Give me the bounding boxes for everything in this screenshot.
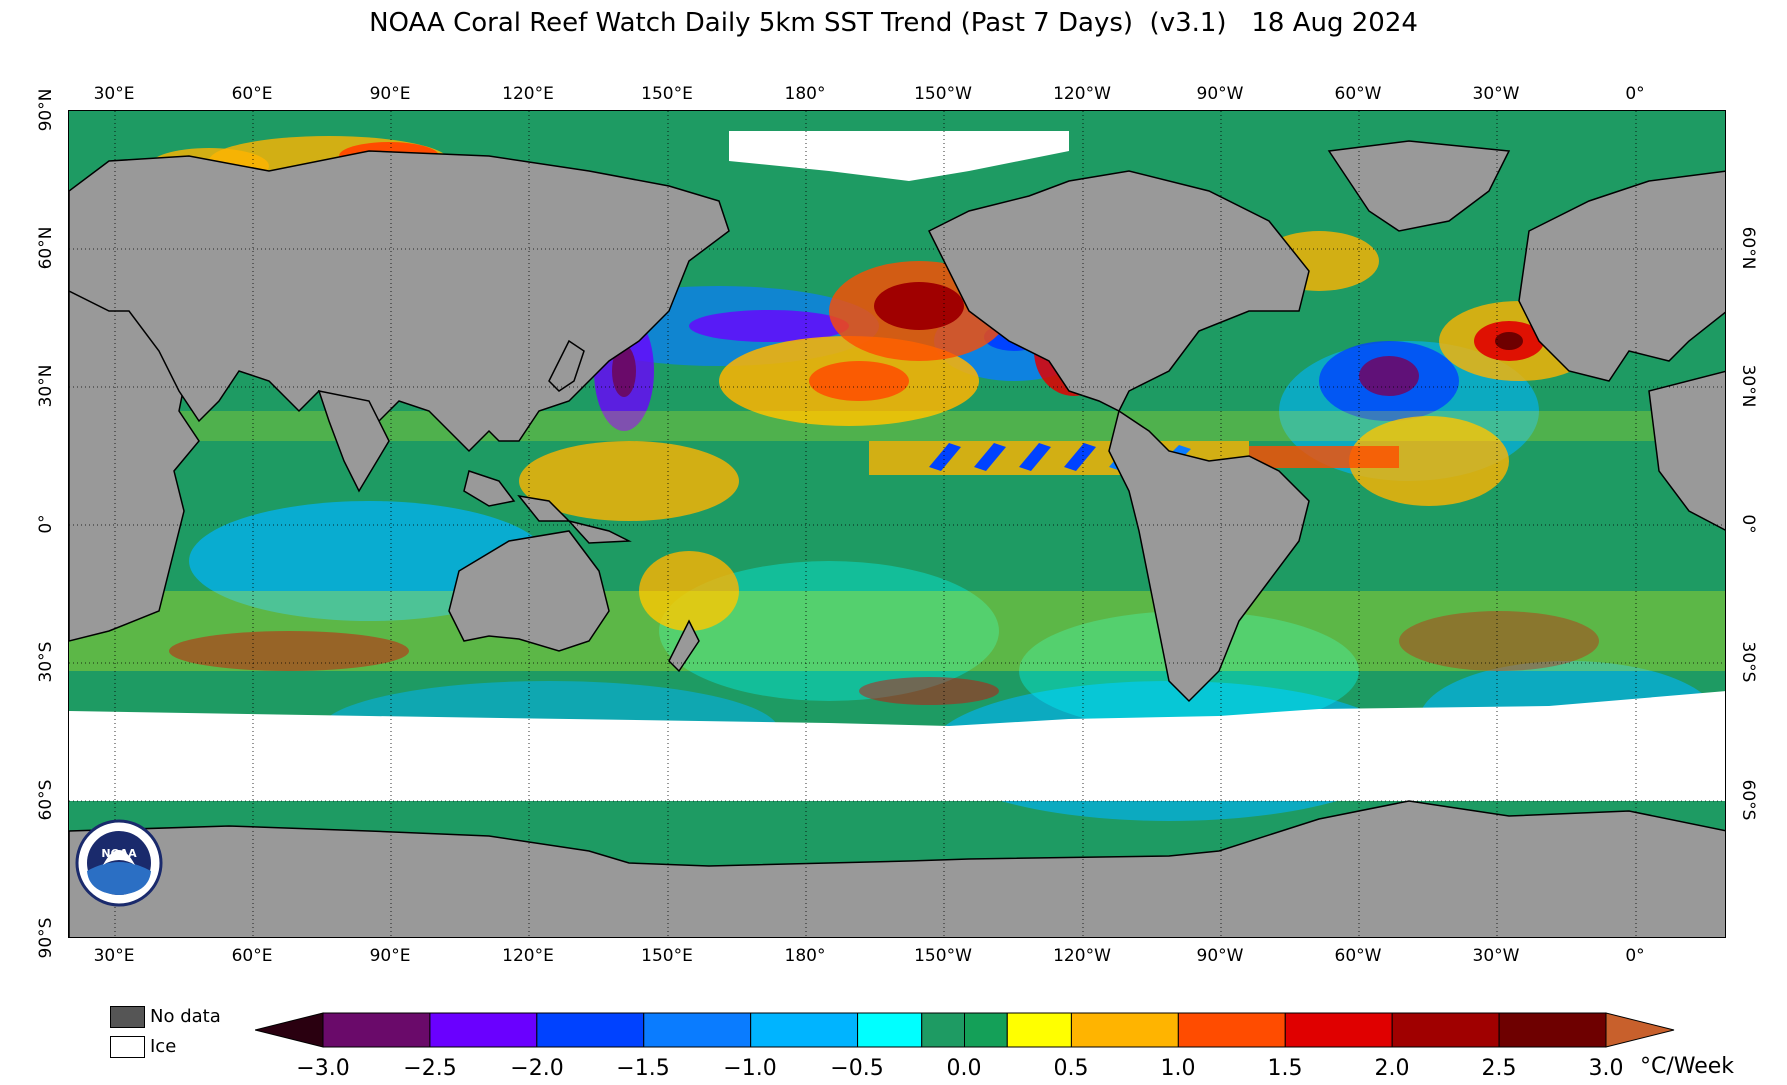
lat-label: 0° bbox=[36, 514, 56, 534]
noaa-logo-text: NOAA bbox=[101, 847, 137, 860]
colorbar-low-extension bbox=[255, 1012, 324, 1048]
lon-label: 60°W bbox=[1334, 84, 1382, 104]
land-masses bbox=[69, 140, 1725, 937]
colorbar-bin bbox=[857, 1012, 923, 1048]
ice-label: Ice bbox=[150, 1036, 177, 1057]
colorbar-bin bbox=[1006, 1012, 1072, 1048]
colorbar-tick-label: −3.0 bbox=[296, 1056, 350, 1081]
colorbar-bin bbox=[964, 1012, 1008, 1048]
colorbar-bin bbox=[1391, 1012, 1500, 1048]
sst-trend-map: NOAA bbox=[68, 110, 1726, 938]
lon-label: 150°E bbox=[641, 84, 693, 104]
colorbar-tick-label: 0.0 bbox=[946, 1056, 982, 1081]
colorbar-tick-label: −1.5 bbox=[616, 1056, 670, 1081]
lat-label: 90°S bbox=[36, 917, 56, 959]
lon-label: 180° bbox=[784, 946, 826, 966]
antarctic-ice bbox=[69, 691, 1725, 801]
colorbar-bin bbox=[921, 1012, 966, 1048]
colorbar-tick-label: 1.0 bbox=[1160, 1056, 1196, 1081]
no-data-label: No data bbox=[150, 1006, 221, 1027]
colorbar-bin bbox=[1498, 1012, 1607, 1048]
lat-label: 30°N bbox=[36, 364, 56, 408]
lon-label: 120°W bbox=[1053, 84, 1111, 104]
colorbar-tick-label: 2.0 bbox=[1374, 1056, 1410, 1081]
colorbar-bin bbox=[750, 1012, 859, 1048]
colorbar-bin bbox=[643, 1012, 752, 1048]
lon-label: 30°E bbox=[93, 84, 135, 104]
lat-label: 90°N bbox=[36, 88, 56, 132]
lon-label: 30°E bbox=[93, 946, 135, 966]
lon-label: 90°E bbox=[369, 84, 411, 104]
lon-label: 120°E bbox=[502, 84, 554, 104]
lon-label: 120°E bbox=[502, 946, 554, 966]
lon-label: 180° bbox=[784, 84, 826, 104]
map-canvas: NOAA bbox=[69, 111, 1725, 937]
lat-label: 30°S bbox=[36, 641, 56, 683]
colorbar-units: °C/Week bbox=[1640, 1054, 1735, 1079]
colorbar-bin bbox=[322, 1012, 431, 1048]
colorbar-bin bbox=[1284, 1012, 1393, 1048]
lon-label: 150°W bbox=[914, 84, 972, 104]
lon-label: 60°E bbox=[231, 946, 273, 966]
map-title: NOAA Coral Reef Watch Daily 5km SST Tren… bbox=[369, 8, 1418, 38]
noaa-logo: NOAA bbox=[75, 819, 163, 907]
colorbar-tick-label: 0.5 bbox=[1053, 1056, 1089, 1081]
colorbar-tick-label: −1.0 bbox=[723, 1056, 777, 1081]
lon-label: 90°E bbox=[369, 946, 411, 966]
ice-swatch bbox=[110, 1036, 145, 1058]
colorbar-tick-label: −0.5 bbox=[830, 1056, 884, 1081]
lon-label: 60°W bbox=[1334, 946, 1382, 966]
lon-label: 60°E bbox=[231, 84, 273, 104]
colorbar-bin bbox=[536, 1012, 645, 1048]
no-data-swatch bbox=[110, 1006, 145, 1028]
lon-label: 120°W bbox=[1053, 946, 1111, 966]
lat-label: 60°N bbox=[1738, 226, 1758, 270]
graticule bbox=[69, 111, 1725, 937]
lon-label: 150°E bbox=[641, 946, 693, 966]
colorbar bbox=[255, 1012, 1675, 1048]
arctic-ice bbox=[729, 131, 1069, 181]
lon-label: 0° bbox=[1625, 84, 1645, 104]
lon-label: 150°W bbox=[914, 946, 972, 966]
lon-label: 0° bbox=[1625, 946, 1645, 966]
colorbar-bin bbox=[1070, 1012, 1179, 1048]
colorbar-tick-label: 3.0 bbox=[1588, 1056, 1624, 1081]
colorbar-bin bbox=[429, 1012, 538, 1048]
lat-label: 30°S bbox=[1738, 641, 1758, 683]
lon-label: 90°W bbox=[1196, 946, 1244, 966]
colorbar-tick-label: −2.0 bbox=[510, 1056, 564, 1081]
colorbar-bin bbox=[1177, 1012, 1286, 1048]
colorbar-tick-label: −2.5 bbox=[403, 1056, 457, 1081]
lon-label: 90°W bbox=[1196, 84, 1244, 104]
lat-label: 30°N bbox=[1738, 364, 1758, 408]
colorbar-tick-label: 1.5 bbox=[1267, 1056, 1303, 1081]
colorbar-tick-label: 2.5 bbox=[1481, 1056, 1517, 1081]
lat-label: 60°S bbox=[36, 779, 56, 821]
lon-label: 30°W bbox=[1472, 84, 1520, 104]
lon-label: 30°W bbox=[1472, 946, 1520, 966]
colorbar-high-extension bbox=[1605, 1012, 1675, 1048]
lat-label: 60°N bbox=[36, 226, 56, 270]
lat-label: 0° bbox=[1738, 514, 1758, 534]
lat-label: 60°S bbox=[1738, 779, 1758, 821]
